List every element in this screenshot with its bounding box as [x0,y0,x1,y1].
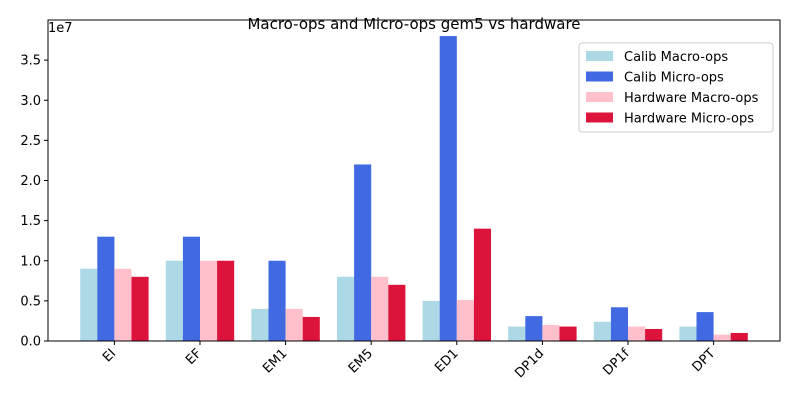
y-axis: 0.0 0.5 1.0 1.5 2.0 2.5 3.0 3.5 [20,54,48,350]
bar-em5-calib-macro-ops [337,276,355,341]
bar-em1-calib-macro-ops [251,308,269,341]
bar-dp1f-hardware-micro-ops [645,328,663,341]
y-tick-label: 1.5 [20,214,41,229]
bar-ef-calib-micro-ops [182,236,200,341]
bar-ef-hardware-macro-ops [200,260,218,341]
bar-ed1-hardware-micro-ops [473,228,491,341]
legend-swatch [586,112,613,123]
bar-dp1d-calib-macro-ops [508,326,526,341]
bar-dpt-calib-macro-ops [679,326,697,341]
x-tick-label-em5: EM5 [346,346,376,376]
bar-dpt-calib-micro-ops [696,312,714,341]
chart-title: Macro-ops and Micro-ops gem5 vs hardware [247,15,580,33]
bar-em1-hardware-macro-ops [285,308,303,341]
bar-em5-calib-micro-ops [354,164,372,341]
legend: Calib Macro-ops Calib Micro-ops Hardware M… [578,42,774,133]
y-tick-label: 2.5 [20,134,41,149]
bar-ed1-calib-macro-ops [422,300,440,342]
bar-ei-calib-macro-ops [80,268,98,341]
legend-swatch [586,51,613,61]
bar-dpt-hardware-micro-ops [730,332,748,341]
legend-swatch [586,92,613,102]
bar-ei-hardware-macro-ops [114,268,132,341]
bar-ei-hardware-micro-ops [131,276,149,341]
bar-dp1d-hardware-micro-ops [559,326,577,341]
y-tick-label: 0.5 [20,294,41,309]
x-tick-label-ef: EF [183,346,205,368]
bar-em5-hardware-micro-ops [388,284,406,341]
y-axis-scale-label: 1e7 [48,21,73,36]
x-tick-label-dp1f: DP1f [601,346,634,379]
bar-ei-calib-micro-ops [97,236,115,341]
bar-em1-hardware-micro-ops [302,316,320,341]
y-tick-label: 3.5 [20,54,41,69]
legend-swatch [586,71,613,82]
x-tick-label-dp1d: DP1d [512,346,547,381]
bar-dp1d-calib-micro-ops [525,316,543,341]
legend-box [578,42,774,133]
bar-ed1-hardware-macro-ops [456,300,474,341]
bar-em5-hardware-macro-ops [371,276,389,341]
x-tick-label-ei: EI [100,346,119,365]
x-tick-label-em1: EM1 [260,346,290,376]
y-tick-label: 1.0 [20,254,41,269]
bar-ed1-calib-micro-ops [439,36,457,342]
bar-dpt-hardware-macro-ops [713,334,731,341]
bar-em1-calib-micro-ops [268,260,286,341]
y-tick-label: 2.0 [20,174,41,189]
legend-label: Calib Micro-ops [624,71,724,86]
bar-dp1f-calib-macro-ops [593,321,611,341]
bar-ef-hardware-micro-ops [217,260,235,341]
y-tick-label: 0.0 [20,335,41,350]
legend-label: Hardware Micro-ops [624,112,754,127]
x-tick-label-ed1: ED1 [432,346,461,375]
bar-dp1d-hardware-macro-ops [542,324,560,341]
bar-dp1f-hardware-macro-ops [628,326,646,341]
legend-label: Calib Macro-ops [624,50,728,65]
bar-ef-calib-macro-ops [165,260,183,341]
legend-label: Hardware Macro-ops [624,91,759,106]
bar-dp1f-calib-micro-ops [610,307,628,341]
x-tick-label-dpt: DPT [690,346,719,375]
x-axis: EI EF EM1 EM5 ED1 DP1d DP1f DPT [100,341,718,381]
bars-group [80,36,748,342]
plot-frame [47,19,781,342]
y-tick-label: 3.0 [20,94,41,109]
